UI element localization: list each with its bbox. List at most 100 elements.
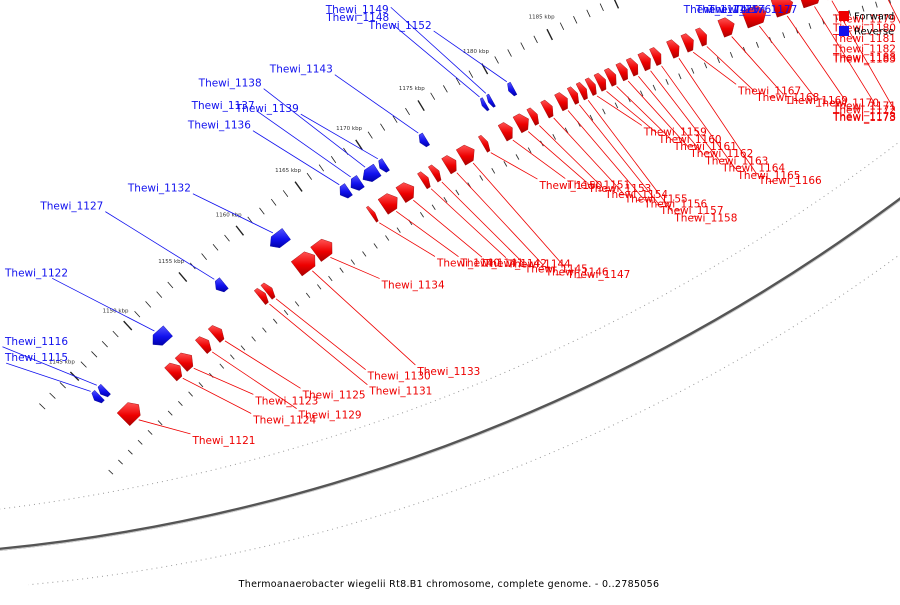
scale-tick (112, 330, 119, 338)
inner-tick (230, 354, 235, 360)
inner-tick (137, 439, 143, 445)
forward-gene-label: Thewi_1171 (832, 101, 896, 113)
forward-leader-line (472, 162, 566, 269)
inner-tick (835, 14, 838, 21)
reverse-leader-line (192, 193, 274, 234)
forward-leader-line (211, 351, 297, 409)
inner-tick (240, 345, 246, 351)
forward-gene-label: Thewi_1157 (660, 205, 724, 217)
reverse-gene-arrow (350, 175, 365, 191)
inner-tick (157, 420, 163, 426)
forward-gene-label: Thewi_1134 (381, 280, 445, 292)
reverse-gene-arrow (378, 158, 390, 173)
forward-gene-label: Thewi_1124 (252, 415, 316, 427)
forward-gene-arrow (717, 17, 735, 38)
inner-tick (294, 301, 300, 307)
scale-tick (201, 253, 207, 260)
forward-leader-line (430, 188, 507, 258)
forward-gene-label: Thewi_1129 (298, 410, 362, 422)
inner-tick (515, 154, 520, 160)
reverse-gene-arrow (97, 383, 111, 398)
inner-tick (251, 336, 256, 342)
forward-gene-arrow (441, 155, 457, 175)
scale-tick (91, 351, 98, 358)
scale-tick (156, 291, 163, 298)
forward-label-leaders (138, 0, 900, 435)
forward-gene-label: Thewi_1173 (832, 112, 896, 124)
forward-gene-label: Thewi_1166 (758, 175, 822, 187)
forward-gene-label: Thewi_1141 (460, 258, 524, 270)
forward-leader-line (731, 36, 784, 95)
scale-tick (39, 403, 46, 410)
reverse-gene-label: Thewi_1177 (733, 4, 797, 16)
inner-tick (503, 161, 508, 167)
forward-gene-label: Thewi_1159 (643, 126, 707, 138)
forward-leader-line (312, 270, 416, 366)
inner-tick (283, 309, 289, 316)
scale-tick (443, 85, 448, 93)
scale-tick (533, 35, 538, 44)
legend-forward-label: Forward (854, 12, 894, 23)
forward-leader-line (490, 152, 538, 180)
forward-gene-arrow (395, 182, 415, 203)
forward-leader-line (786, 15, 846, 100)
forward-gene-arrow (365, 205, 379, 223)
reverse-strand-genes (91, 81, 518, 404)
forward-leader-line (553, 117, 624, 193)
scale-tick (392, 115, 398, 123)
reverse-gene-arrow (480, 97, 490, 112)
inner-tick (614, 102, 619, 109)
reverse-gene-arrow (152, 325, 173, 346)
forward-strand-genes (116, 0, 829, 427)
forward-leader-line (661, 65, 736, 170)
forward-gene-arrow (593, 72, 607, 92)
reverse-leader-line (252, 130, 340, 186)
forward-leader-line (627, 80, 689, 148)
forward-gene-arrow (680, 33, 694, 53)
scale-tick (224, 234, 230, 242)
reverse-gene-label: Thewi_1143 (269, 64, 333, 76)
forward-leader-line (814, 6, 876, 104)
inner-tick (167, 410, 173, 416)
forward-leader-line (650, 70, 721, 162)
reverse-gene-arrow (362, 163, 382, 182)
scale-tick (380, 123, 386, 131)
forward-gene-label: Thewi_1165 (736, 170, 800, 182)
inner-tick (272, 318, 278, 324)
reverse-gene-labels: Thewi_1115 Thewi_1116 Thewi_1122 Thewi_1127… (4, 4, 797, 364)
strand-legend: Forward Reverse (839, 11, 894, 38)
forward-leader-line (606, 90, 657, 134)
reverse-gene-label: Thewi_1137 (191, 100, 255, 112)
forward-gene-label: Thewi_1154 (604, 189, 668, 201)
inner-tick (889, 0, 892, 4)
reverse-gene-arrow (270, 228, 291, 249)
reverse-leader-line (52, 277, 155, 332)
forward-gene-arrow (164, 362, 183, 382)
scale-tick (212, 243, 219, 251)
inner-tick (328, 275, 333, 282)
inner-tick (147, 430, 153, 435)
inner-tick (219, 363, 225, 369)
forward-gene-label: Thewi_1158 (673, 213, 737, 225)
forward-gene-label: Thewi_1156 (643, 198, 707, 210)
reverse-gene-arrow (339, 183, 353, 199)
forward-gene-label: Thewi_1183 (832, 53, 896, 65)
forward-gene-label: Thewi_1164 (721, 162, 785, 174)
forward-leader-line (512, 139, 566, 179)
inner-tick (652, 84, 657, 91)
scale-tick (123, 320, 133, 331)
reverse-label-leaders (2, 6, 508, 392)
inner-tick (875, 1, 878, 8)
forward-gene-arrow (526, 107, 539, 126)
forward-gene-label: Thewi_1160 (658, 134, 722, 146)
inner-tick (552, 134, 557, 140)
inner-tick (127, 449, 133, 455)
legend-forward-swatch (839, 11, 849, 21)
scale-tick (355, 139, 363, 151)
inner-tick (691, 67, 695, 74)
forward-gene-arrow (575, 81, 588, 101)
inner-tick (108, 469, 114, 475)
reverse-gene-label: Thewi_1174 (683, 4, 747, 16)
